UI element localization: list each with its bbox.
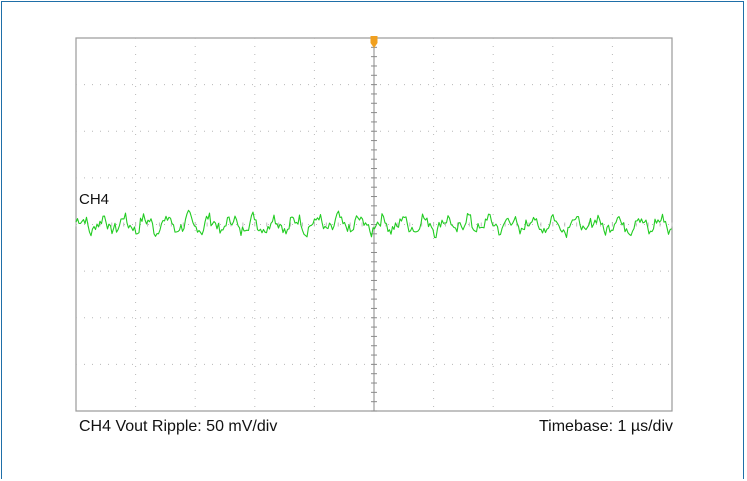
timebase-caption: Timebase: 1 µs/div <box>538 418 673 435</box>
ch4-ripple-trace <box>75 209 672 239</box>
trigger-marker-group <box>370 36 378 48</box>
channel-label: CH4 <box>79 191 110 208</box>
vertical-scale-caption: CH4 Vout Ripple: 50 mV/div <box>79 418 278 435</box>
trace-group <box>75 209 672 239</box>
trigger-marker-icon <box>370 36 378 48</box>
graticule <box>75 37 673 412</box>
